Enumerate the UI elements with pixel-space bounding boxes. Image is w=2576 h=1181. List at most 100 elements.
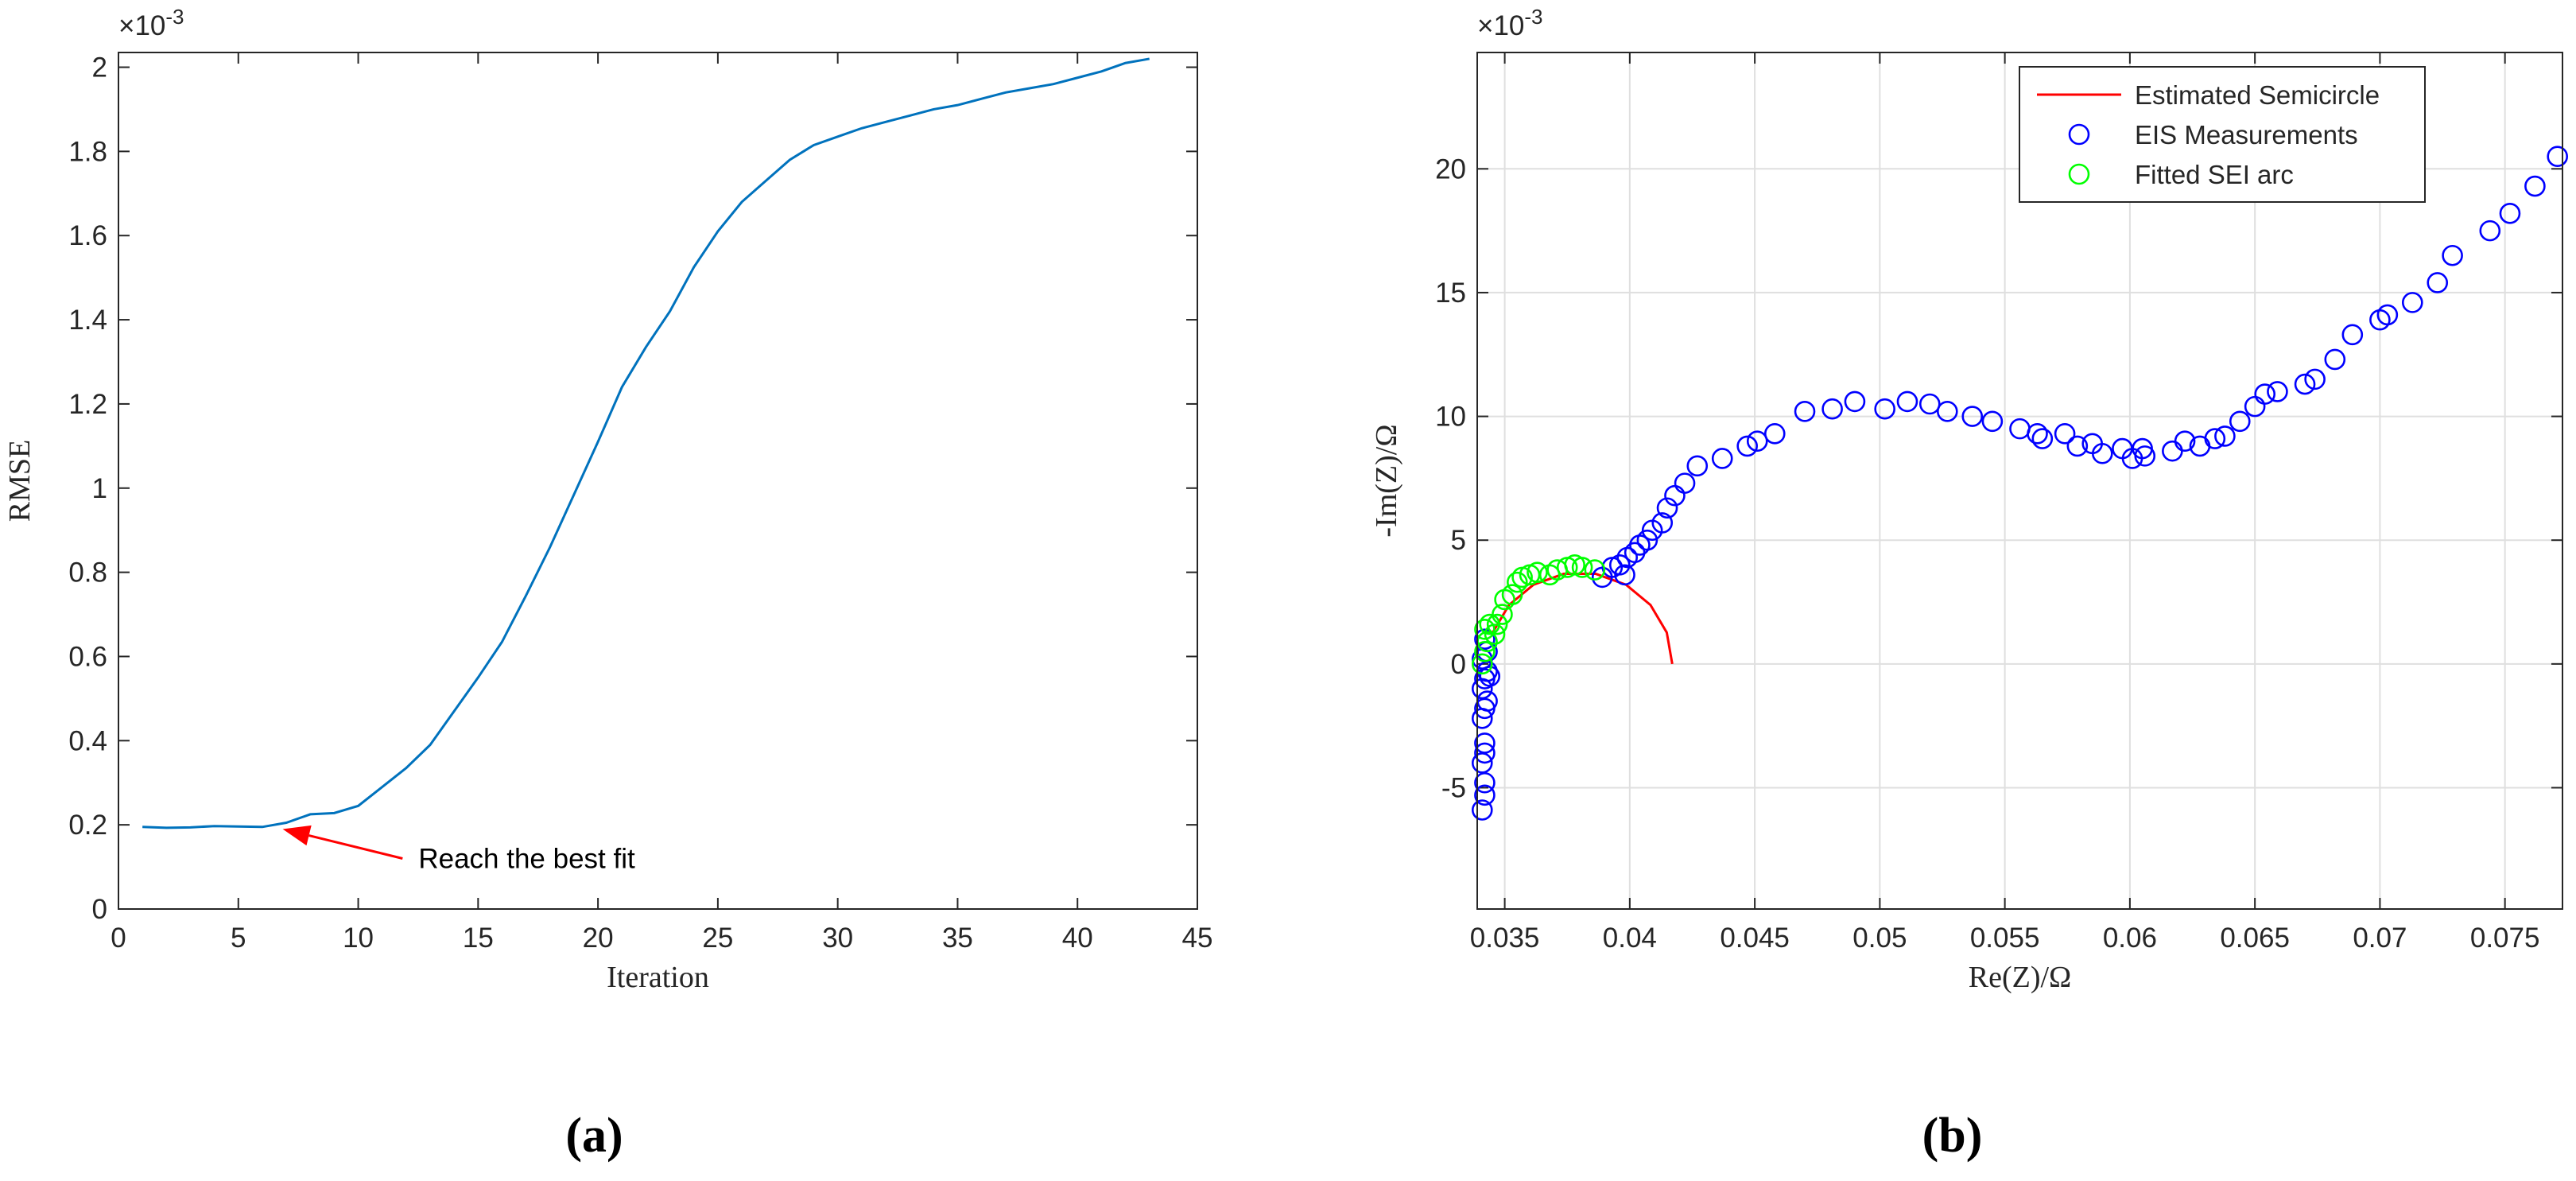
x-tick-label: 10 [343, 923, 374, 954]
data-point [2174, 430, 2196, 452]
annotation-text: Reach the best fit [418, 843, 635, 874]
legend-swatch [2068, 123, 2090, 146]
data-point [1474, 628, 1496, 651]
data-point [2031, 428, 2054, 449]
data-point [1501, 584, 1523, 605]
data-point [2254, 383, 2276, 405]
data-point [2341, 324, 2364, 346]
data-point [2499, 203, 2521, 224]
y-tick-label: 2 [92, 52, 107, 84]
data-point [1474, 618, 1496, 640]
y-axis-label: RMSE [3, 440, 37, 522]
y-tick-label: 1.2 [68, 389, 107, 420]
data-point [1981, 410, 2004, 433]
data-point [1492, 604, 1513, 625]
data-point [1471, 799, 1493, 821]
x-tick-label: 0 [111, 923, 126, 954]
y-exponent: ×10-3 [1477, 5, 1543, 41]
data-line [142, 57, 1150, 829]
x-tick-label: 40 [1062, 923, 1093, 954]
x-tick-label: 0.06 [2103, 923, 2157, 954]
x-tick-label: 0.035 [1470, 923, 1540, 954]
y-axis-label: -Im(Z)/Ω [1370, 424, 1403, 537]
data-point [1874, 398, 1895, 420]
y-tick-label: 20 [1435, 153, 1466, 185]
data-point [1507, 571, 1528, 593]
data-point [1686, 455, 1709, 477]
data-point [2027, 423, 2048, 445]
x-tick-label: 20 [583, 923, 614, 954]
data-point [1821, 398, 1843, 420]
data-point [2066, 435, 2089, 457]
data-point [2054, 423, 2076, 445]
data-point [1471, 653, 1493, 675]
data-point [1571, 557, 1593, 578]
x-tick-label: 0.05 [1852, 923, 1907, 954]
panel-label: (b) [1922, 1109, 1983, 1163]
data-point [1736, 435, 1758, 457]
y-tick-label: 5 [1451, 525, 1466, 556]
x-tick-label: 0.065 [2220, 923, 2290, 954]
x-tick-label: 30 [822, 923, 853, 954]
data-point [2294, 373, 2316, 395]
x-tick-label: 45 [1182, 923, 1213, 954]
data-point [1584, 559, 1606, 581]
x-axis-label: Iteration [607, 961, 709, 994]
panel-label: (a) [565, 1109, 623, 1163]
y-tick-label: 1.8 [68, 136, 107, 167]
data-point [1763, 423, 1786, 445]
annotation-arrow [308, 834, 403, 860]
y-tick-label: 1.6 [68, 220, 107, 251]
data-point [1746, 430, 1768, 452]
y-tick-label: 1 [92, 473, 107, 504]
y-tick-label: 0.6 [68, 641, 107, 672]
x-tick-label: 0.045 [1720, 923, 1790, 954]
data-point [2091, 442, 2113, 464]
exponent-power: -3 [165, 5, 184, 29]
x-tick-label: 0.055 [1970, 923, 2040, 954]
x-tick-label: 0.075 [2470, 923, 2540, 954]
data-point [1614, 564, 1635, 586]
exponent-base: ×10 [1477, 10, 1524, 41]
data-point [2442, 244, 2463, 266]
y-tick-label: 1.4 [68, 305, 107, 336]
y-tick-label: 10 [1435, 402, 1466, 433]
data-point [2324, 348, 2346, 371]
data-point [2376, 304, 2399, 326]
x-tick-label: 5 [231, 923, 246, 954]
data-line [1492, 573, 1674, 665]
legend-label: Fitted SEI arc [2135, 160, 2294, 189]
chart-panel: 0 5 10 15 20 25 30 35 40 45 0 0.2 0.4 0.6 0.8 1 1.2 1.4 1.… [3, 5, 1212, 1163]
y-tick-label: 0.8 [68, 557, 107, 589]
data-point [2204, 428, 2226, 449]
data-point [1636, 529, 1658, 551]
data-point [1918, 393, 1941, 415]
chart-panel: 0.035 0.04 0.045 0.05 0.055 0.06 0.065 0.07 0.07… [1370, 5, 2569, 1163]
plot-frame [118, 52, 1198, 910]
legend: Estimated Semicircle EIS Measurements Fitt… [2019, 66, 2426, 203]
y-tick-label: 0.2 [68, 810, 107, 841]
legend-label: EIS Measurements [2135, 120, 2358, 150]
data-point [1474, 742, 1496, 764]
exponent-base: ×10 [118, 10, 165, 41]
data-point [1711, 448, 1733, 469]
y-tick-label: 0 [1451, 649, 1466, 680]
x-tick-label: 0.04 [1603, 923, 1657, 954]
data-point [2479, 219, 2501, 242]
data-point [1474, 732, 1496, 754]
data-point [2304, 368, 2326, 390]
data-point [1479, 666, 1501, 687]
exponent-power: -3 [1524, 5, 1542, 29]
y-exponent: ×10-3 [118, 5, 184, 41]
data-point [2401, 292, 2423, 313]
data-point [1486, 613, 1508, 635]
data-point [2214, 425, 2236, 447]
x-tick-label: 15 [463, 923, 494, 954]
data-point [1896, 390, 1918, 413]
plot-frame [1476, 52, 2563, 910]
data-point [1936, 401, 1958, 422]
data-point [1484, 624, 1506, 645]
data-point [2427, 272, 2449, 293]
